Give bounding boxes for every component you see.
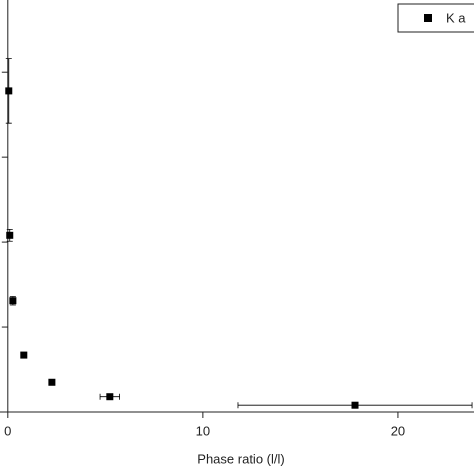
point xyxy=(5,87,13,95)
point xyxy=(351,401,359,409)
point xyxy=(48,378,56,386)
x-axis-label: Phase ratio (l/l) xyxy=(197,451,284,466)
x-tick-label: 0 xyxy=(4,423,11,438)
legend-box xyxy=(397,3,474,33)
legend-marker xyxy=(424,14,432,22)
point xyxy=(9,297,17,305)
x-tick-label: 10 xyxy=(196,423,210,438)
point xyxy=(20,351,28,359)
point xyxy=(106,393,114,401)
point xyxy=(6,231,14,239)
x-tick-label: 20 xyxy=(391,423,405,438)
legend-label: K a xyxy=(446,10,466,25)
